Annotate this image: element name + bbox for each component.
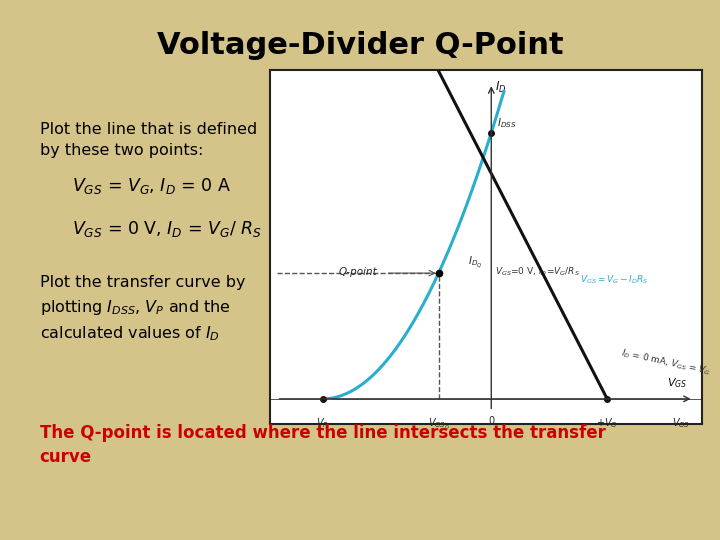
Text: $I_{DSS}$: $I_{DSS}$ bbox=[497, 116, 516, 130]
Text: Q-point: Q-point bbox=[338, 267, 377, 276]
Text: $V_{GS}$: $V_{GS}$ bbox=[667, 376, 688, 390]
Text: $V_{GS}=V_G-I_DR_S$: $V_{GS}=V_G-I_DR_S$ bbox=[580, 274, 648, 286]
Text: Voltage-Divider Q-Point: Voltage-Divider Q-Point bbox=[157, 31, 563, 60]
Text: $V_P$: $V_P$ bbox=[316, 416, 329, 430]
Text: Plot the line that is defined
by these two points:: Plot the line that is defined by these t… bbox=[40, 122, 257, 158]
Text: $V_{GS}$: $V_{GS}$ bbox=[672, 416, 690, 430]
Text: 0: 0 bbox=[488, 416, 495, 426]
Text: $V_{GS_Q}$: $V_{GS_Q}$ bbox=[428, 416, 449, 431]
Text: $I_D$: $I_D$ bbox=[495, 80, 507, 95]
Text: $\it{V}_{GS}$ = 0 V, $\it{I}_D$ = $\it{V}_G$/ $\it{R}_S$: $\it{V}_{GS}$ = 0 V, $\it{I}_D$ = $\it{V… bbox=[72, 219, 262, 239]
Text: The Q-point is located where the line intersects the transfer
curve: The Q-point is located where the line in… bbox=[40, 424, 606, 466]
Text: $I_{D_Q}$: $I_{D_Q}$ bbox=[468, 254, 483, 270]
Text: $\it{V}_{GS}$ = $\it{V}_G$, $\it{I}_D$ = 0 A: $\it{V}_{GS}$ = $\it{V}_G$, $\it{I}_D$ =… bbox=[72, 176, 231, 195]
Text: Plot the transfer curve by
plotting $\it{I}_{DSS}$, $\it{V}_P$ and the
calculate: Plot the transfer curve by plotting $\it… bbox=[40, 275, 245, 343]
Text: $+V_G$: $+V_G$ bbox=[596, 416, 618, 430]
Text: $I_D$ = 0 mA, $V_{GS}$ = $V_G$: $I_D$ = 0 mA, $V_{GS}$ = $V_G$ bbox=[620, 347, 712, 379]
Text: $V_{GS}$=0 V, $I_D$=$V_G$/$R_S$: $V_{GS}$=0 V, $I_D$=$V_G$/$R_S$ bbox=[495, 265, 580, 278]
